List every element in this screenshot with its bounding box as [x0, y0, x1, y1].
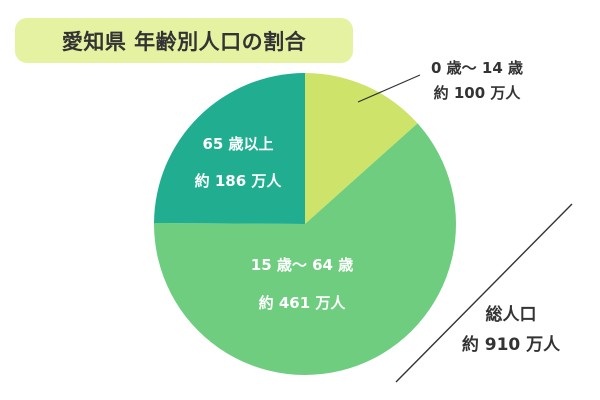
pie-slice-1	[153, 123, 457, 376]
pie-slice-0	[305, 73, 418, 224]
total-divider-line	[395, 203, 573, 383]
pie-slice-2	[154, 73, 305, 224]
slice-1-category-label: 15 歳〜 64 歳	[251, 256, 353, 274]
leader-line-slice-0	[357, 74, 421, 103]
slice-2-category-label: 65 歳以上	[202, 135, 273, 153]
total-value-label: 約 910 万人	[462, 334, 561, 355]
slice-1-value-label: 約 461 万人	[259, 294, 347, 312]
slice-0-category-label: 0 歳〜 14 歳	[431, 59, 523, 77]
chart-title: 愛知県 年齢別人口の割合	[15, 18, 353, 63]
slice-2-value-label: 約 186 万人	[195, 172, 283, 190]
slice-0-value-label: 約 100 万人	[434, 84, 522, 102]
total-label: 総人口	[486, 304, 537, 325]
pie-slices	[153, 73, 457, 376]
